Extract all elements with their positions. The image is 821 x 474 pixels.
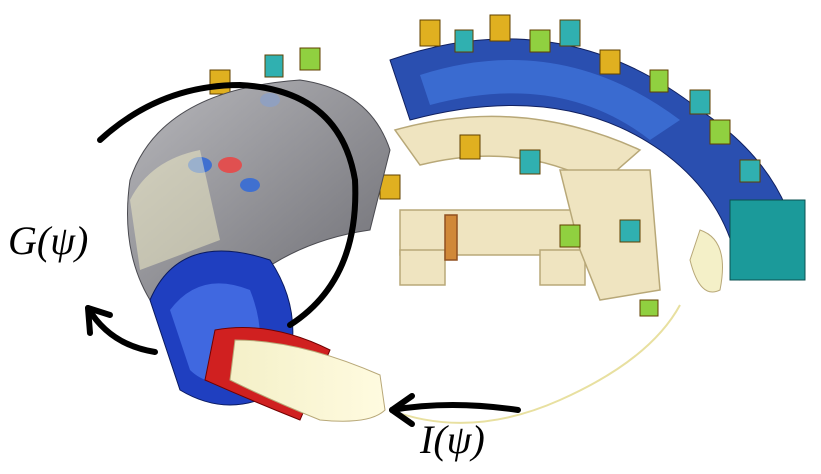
support-structure xyxy=(395,116,660,300)
label-i: I(ψ) xyxy=(419,417,485,462)
label-g: G(ψ) xyxy=(8,218,88,263)
stellarator-diagram: G(ψ) I(ψ) xyxy=(0,0,821,474)
tail xyxy=(205,328,385,422)
page: {"labels": {"g": "G(ψ)", "i": "I(ψ)"}} xyxy=(0,0,821,474)
